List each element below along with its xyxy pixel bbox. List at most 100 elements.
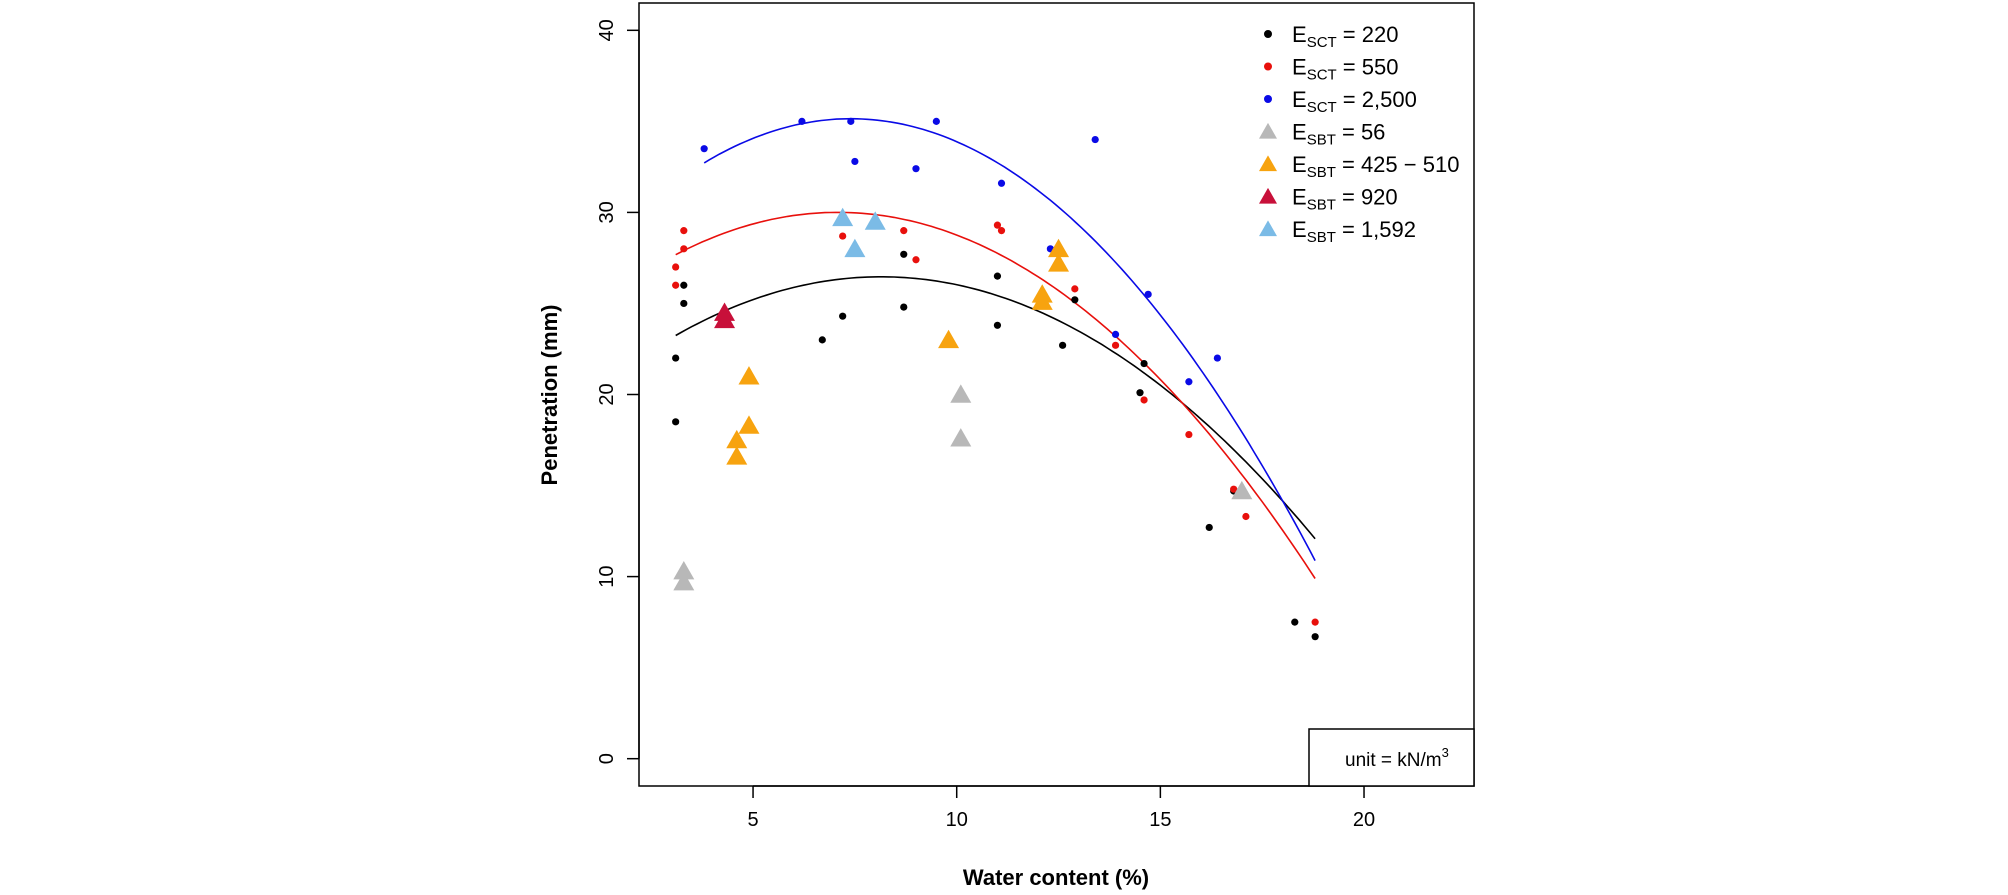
data-point xyxy=(672,281,680,289)
legend-label-subscript: SBT xyxy=(1307,229,1336,246)
fit-curve xyxy=(675,211,1316,579)
unit-label: unit = kN/m3 xyxy=(1345,745,1449,771)
legend-label-subscript: SCT xyxy=(1307,67,1337,84)
data-point xyxy=(839,232,847,240)
data-point xyxy=(932,117,940,125)
legend-marker xyxy=(1259,155,1277,172)
x-tick-label: 20 xyxy=(1353,809,1375,831)
data-point xyxy=(1136,389,1144,397)
data-point xyxy=(1213,354,1221,362)
legend-label-value: = 550 xyxy=(1337,55,1399,80)
legend-label-prefix: E xyxy=(1292,217,1307,242)
legend-marker xyxy=(1264,62,1272,71)
legend-label-subscript: SBT xyxy=(1307,197,1336,214)
data-point xyxy=(680,227,688,235)
legend-label-prefix: E xyxy=(1292,87,1307,112)
data-point xyxy=(1140,396,1148,404)
data-point xyxy=(900,227,908,235)
data-point xyxy=(700,145,708,153)
data-point-triangle xyxy=(738,366,760,385)
data-point xyxy=(1185,430,1193,439)
data-point xyxy=(993,272,1002,280)
data-point xyxy=(1291,618,1299,626)
legend-item: ESCT = 220 xyxy=(1264,22,1398,51)
legend-label-subscript: SBT xyxy=(1307,132,1336,149)
legend-label-value: = 220 xyxy=(1337,22,1399,47)
data-point-triangle xyxy=(950,384,972,403)
x-axis-title: Water content (%) xyxy=(963,865,1149,890)
legend-item: ESCT = 2,500 xyxy=(1264,87,1417,116)
data-point-triangle xyxy=(1048,238,1070,258)
legend-label-prefix: E xyxy=(1292,22,1307,47)
data-point xyxy=(680,299,688,308)
data-point-triangle xyxy=(1048,253,1070,272)
data-point-triangle xyxy=(738,415,760,434)
legend-label-value: = 920 xyxy=(1336,185,1398,210)
legend-item: ESBT = 56 xyxy=(1259,120,1385,149)
data-point xyxy=(1185,378,1193,386)
data-point-triangle xyxy=(714,309,736,329)
legend-marker xyxy=(1264,30,1272,38)
data-point-triangle xyxy=(844,238,866,258)
x-tick-label: 15 xyxy=(1149,809,1171,831)
data-point xyxy=(993,321,1002,329)
legend-label: ESCT = 550 xyxy=(1292,55,1398,84)
data-point-triangle xyxy=(1231,480,1253,500)
data-point xyxy=(1071,296,1079,304)
data-point xyxy=(1205,523,1213,532)
data-point xyxy=(997,179,1006,187)
data-point xyxy=(851,157,859,166)
legend-label: ESBT = 1,592 xyxy=(1292,217,1416,246)
legend-label-subscript: SBT xyxy=(1307,164,1336,181)
legend-item: ESBT = 1,592 xyxy=(1259,217,1416,246)
legend-marker xyxy=(1264,95,1272,103)
x-tick-label: 10 xyxy=(946,809,968,831)
y-tick-label: 40 xyxy=(596,19,618,41)
data-point-triangle xyxy=(673,561,695,580)
data-point xyxy=(993,221,1002,229)
data-point-triangle xyxy=(950,428,972,447)
legend-label-prefix: E xyxy=(1292,55,1307,80)
x-tick-label: 5 xyxy=(747,809,758,831)
data-point xyxy=(1230,485,1238,493)
data-point-triangle xyxy=(832,207,854,227)
data-point-triangle xyxy=(726,429,748,449)
y-tick-label: 20 xyxy=(596,383,618,405)
legend-item: ESBT = 920 xyxy=(1259,185,1398,214)
legend-marker xyxy=(1259,187,1277,204)
data-point xyxy=(1242,512,1250,521)
data-point xyxy=(1091,135,1099,144)
data-points xyxy=(672,117,1319,641)
data-point xyxy=(912,165,920,173)
y-tick-label: 30 xyxy=(596,201,618,223)
legend-label-prefix: E xyxy=(1292,185,1307,210)
legend-label-value: = 1,592 xyxy=(1336,217,1416,242)
data-point-triangle xyxy=(673,571,695,591)
data-point xyxy=(1059,341,1067,349)
data-point xyxy=(912,256,920,264)
data-point xyxy=(680,281,688,289)
data-point xyxy=(1144,290,1152,298)
data-point xyxy=(672,418,680,426)
fit-curve xyxy=(675,276,1316,540)
legend-marker xyxy=(1259,220,1277,237)
data-point xyxy=(1311,633,1319,641)
legend-item: ESBT = 425 − 510 xyxy=(1259,152,1459,181)
legend-label-prefix: E xyxy=(1292,120,1307,145)
legend-label-value: = 56 xyxy=(1336,120,1386,145)
unit-label-superscript: 3 xyxy=(1442,745,1449,760)
y-tick-label: 0 xyxy=(596,753,618,764)
legend-label: ESBT = 425 − 510 xyxy=(1292,152,1459,181)
legend-label: ESCT = 220 xyxy=(1292,22,1398,51)
data-point xyxy=(900,303,908,311)
data-point-triangle xyxy=(726,446,748,465)
y-axis-title: Penetration (mm) xyxy=(537,305,562,486)
legend-label: ESBT = 56 xyxy=(1292,120,1385,149)
legend-label: ESCT = 2,500 xyxy=(1292,87,1417,116)
legend-label-subscript: SCT xyxy=(1307,34,1337,51)
legend-label-subscript: SCT xyxy=(1307,99,1337,116)
legend-marker xyxy=(1259,122,1277,139)
